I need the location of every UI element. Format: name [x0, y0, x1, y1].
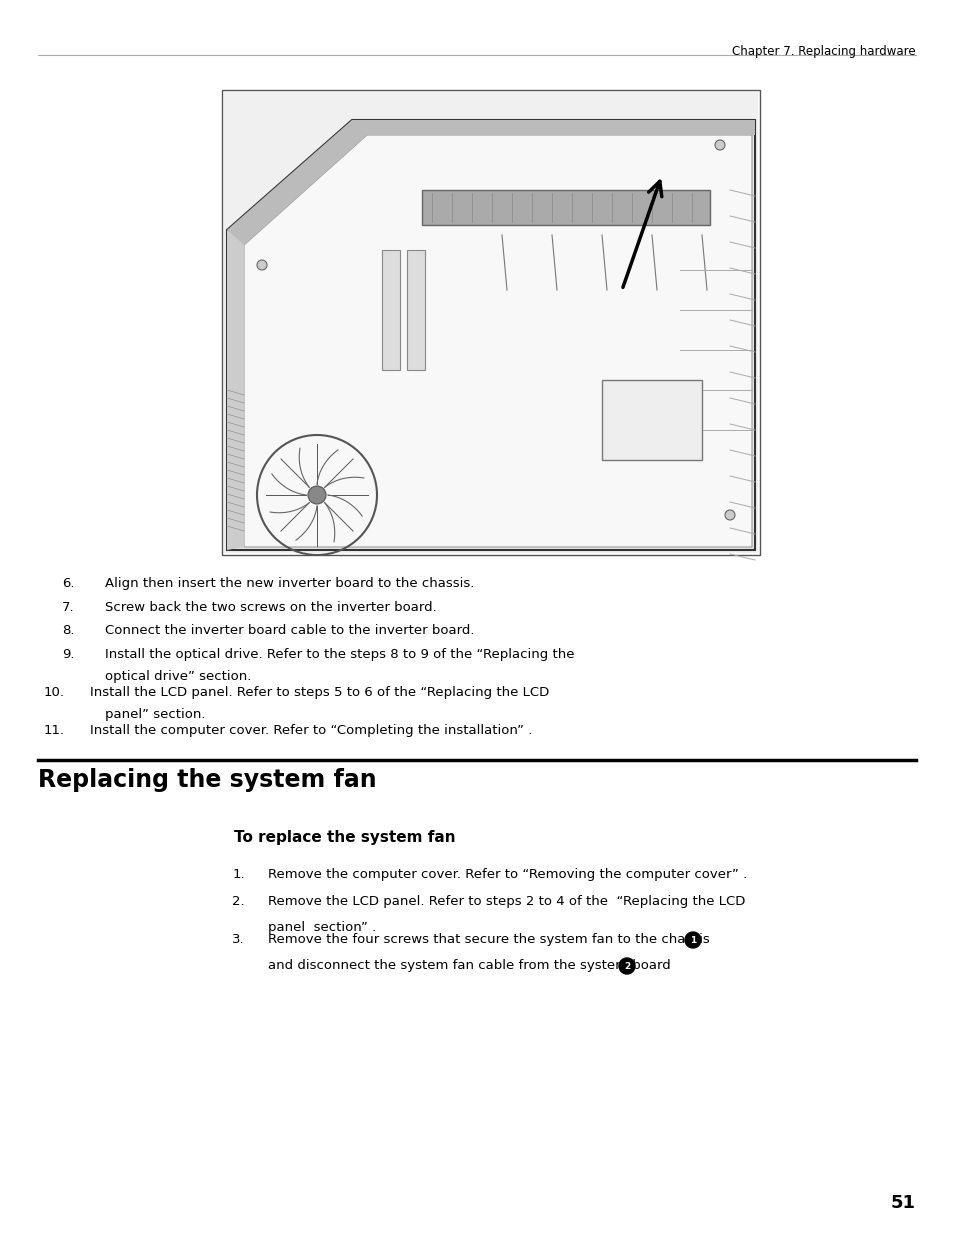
Text: 11.: 11.: [44, 723, 65, 737]
Bar: [222, 89, 760, 556]
Polygon shape: [244, 135, 751, 547]
Text: Remove the four screws that secure the system fan to the chassis: Remove the four screws that secure the s…: [268, 933, 709, 946]
Circle shape: [256, 260, 267, 270]
Text: panel” section.: panel” section.: [105, 709, 205, 721]
Text: 10.: 10.: [44, 686, 65, 699]
Polygon shape: [407, 250, 424, 370]
Text: Install the optical drive. Refer to the steps 8 to 9 of the “Replacing the: Install the optical drive. Refer to the …: [105, 648, 574, 661]
Text: To replace the system fan: To replace the system fan: [233, 830, 455, 845]
Text: Screw back the two screws on the inverter board.: Screw back the two screws on the inverte…: [105, 602, 436, 614]
Bar: [224, 92, 758, 553]
Circle shape: [714, 140, 724, 150]
Circle shape: [308, 486, 326, 503]
Circle shape: [684, 932, 700, 948]
Polygon shape: [381, 250, 399, 370]
Bar: [421, 190, 709, 225]
Text: Remove the LCD panel. Refer to steps 2 to 4 of the  “Replacing the LCD: Remove the LCD panel. Refer to steps 2 t…: [268, 895, 744, 907]
Text: 7.: 7.: [62, 602, 75, 614]
Text: panel  section” .: panel section” .: [268, 921, 375, 933]
Text: 2: 2: [623, 962, 630, 971]
Polygon shape: [227, 121, 754, 245]
Circle shape: [724, 510, 734, 520]
Text: 6.: 6.: [63, 577, 75, 590]
Text: Chapter 7. Replacing hardware: Chapter 7. Replacing hardware: [732, 45, 915, 58]
Text: Replacing the system fan: Replacing the system fan: [38, 768, 376, 792]
Text: 2.: 2.: [233, 895, 245, 907]
Text: Install the computer cover. Refer to “Completing the installation” .: Install the computer cover. Refer to “Co…: [90, 723, 532, 737]
Polygon shape: [227, 121, 754, 549]
Text: Remove the computer cover. Refer to “Removing the computer cover” .: Remove the computer cover. Refer to “Rem…: [268, 868, 746, 881]
Text: and disconnect the system fan cable from the system board: and disconnect the system fan cable from…: [268, 960, 670, 972]
Text: Install the LCD panel. Refer to steps 5 to 6 of the “Replacing the LCD: Install the LCD panel. Refer to steps 5 …: [90, 686, 549, 699]
Bar: [601, 380, 701, 460]
Text: optical drive” section.: optical drive” section.: [105, 670, 251, 682]
Text: 1: 1: [689, 936, 696, 945]
Text: 9.: 9.: [63, 648, 75, 661]
Text: 1.: 1.: [233, 868, 245, 881]
Text: Align then insert the new inverter board to the chassis.: Align then insert the new inverter board…: [105, 577, 474, 590]
Text: 3.: 3.: [233, 933, 245, 946]
Polygon shape: [227, 230, 244, 549]
Text: Connect the inverter board cable to the inverter board.: Connect the inverter board cable to the …: [105, 624, 474, 636]
Text: 8.: 8.: [63, 624, 75, 636]
Circle shape: [618, 958, 635, 975]
Text: 51: 51: [890, 1195, 915, 1212]
